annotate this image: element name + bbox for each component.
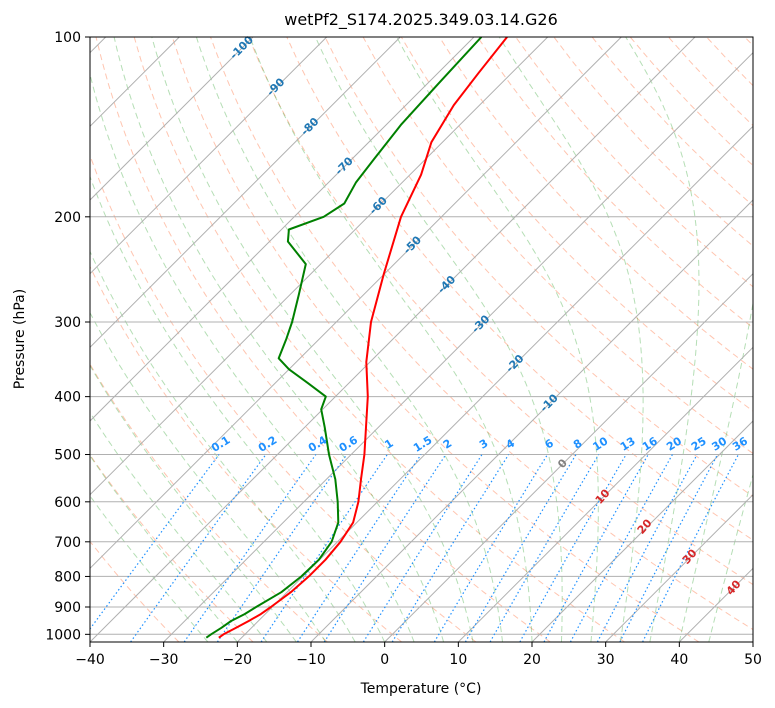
dry-adiabat <box>133 37 625 642</box>
mixing-ratio-line <box>489 454 600 642</box>
isotherm-line <box>90 37 401 349</box>
dewpoint-line <box>205 37 483 639</box>
x-tick-label: −40 <box>75 652 105 668</box>
isotherm-line <box>90 37 328 275</box>
moist-adiabat <box>90 72 415 642</box>
chart-title: wetPf2_S174.2025.349.03.14.G26 <box>284 10 558 30</box>
isotherm-line <box>384 272 753 642</box>
moist-adiabat <box>90 364 297 642</box>
isotherm-line <box>752 641 753 642</box>
x-tick-label: −10 <box>296 652 326 668</box>
x-tick-label: 20 <box>523 652 541 668</box>
y-axis-label: Pressure (hPa) <box>12 289 28 389</box>
moist-adiabat <box>314 37 563 642</box>
moist-adiabat <box>678 300 753 642</box>
mixing-ratio-line <box>216 454 348 642</box>
dry-adiabat <box>90 265 403 642</box>
moist-adiabat <box>625 37 700 642</box>
y-tick-label: 600 <box>54 495 81 511</box>
mixing-ratio-line <box>90 454 220 630</box>
axes: −40 −30 −20 −10 0 10 20 30 40 50 100 200 300 400 500 60… <box>45 30 762 668</box>
mixing-ratio-line <box>433 454 549 642</box>
moist-adiabat <box>90 250 356 642</box>
moist-adiabat <box>90 311 327 642</box>
dry-adiabat <box>438 37 753 370</box>
dry-adiabat <box>248 37 753 586</box>
y-tick-label: 400 <box>54 390 81 406</box>
y-tick-label: 800 <box>54 569 81 585</box>
moist-adiabat <box>113 37 445 642</box>
dry-adiabat <box>362 37 753 455</box>
y-tick-label: 700 <box>54 535 81 551</box>
y-tick-label: 100 <box>54 30 81 46</box>
dry-adiabat <box>477 37 753 329</box>
dry-adiabat <box>400 37 753 412</box>
dry-adiabat <box>286 37 753 541</box>
y-tick-label: 900 <box>54 600 81 616</box>
x-axis-label: Temperature (°C) <box>360 681 482 697</box>
dry-adiabat <box>210 37 753 631</box>
dry-adiabat <box>515 37 753 288</box>
y-tick-label: 200 <box>54 210 81 226</box>
x-tick-label: 40 <box>670 652 688 668</box>
mixing-ratio-line <box>183 454 317 642</box>
temperature-line <box>218 37 508 639</box>
isotherm-line <box>90 37 549 496</box>
plot-area <box>90 37 753 642</box>
mixing-ratio-line <box>569 454 673 642</box>
moist-adiabat <box>90 175 386 642</box>
y-tick-label: 1000 <box>45 627 81 643</box>
moist-adiabat <box>498 37 644 642</box>
x-tick-label: 10 <box>449 652 467 668</box>
mixing-ratio-line <box>464 454 577 642</box>
x-tick-label: 0 <box>380 652 389 668</box>
y-tick-label: 500 <box>54 448 81 464</box>
isotherm-line <box>531 420 753 642</box>
dry-adiabat <box>171 37 700 642</box>
background-lines <box>90 37 753 642</box>
moist-adiabat <box>90 495 209 642</box>
isotherm-line <box>90 37 254 201</box>
x-tick-label: −30 <box>149 652 179 668</box>
isotherm-line <box>90 37 622 570</box>
isotherm-line <box>90 37 475 422</box>
isotherm-line <box>310 199 753 642</box>
mixing-ratio-line <box>519 454 627 642</box>
moist-adiabat <box>708 472 753 642</box>
isotherm-line <box>90 37 696 642</box>
moist-adiabat <box>396 37 599 642</box>
moist-adiabat <box>151 37 474 642</box>
moist-adiabat <box>90 454 238 642</box>
isotherm-line <box>236 125 753 642</box>
dry-adiabat <box>90 153 477 642</box>
dry-adiabat <box>90 453 254 642</box>
plot-frame <box>89 36 754 643</box>
isotherm-line <box>605 493 753 642</box>
dry-adiabat <box>324 37 753 498</box>
x-tick-label: 30 <box>597 652 615 668</box>
x-tick-label: −20 <box>223 652 253 668</box>
moist-adiabat <box>90 411 268 642</box>
isotherm-line <box>457 346 753 642</box>
moist-adiabat <box>195 37 503 642</box>
mixing-ratio-line <box>596 454 698 642</box>
moist-adiabat <box>249 37 533 642</box>
mixing-ratio-line <box>296 454 422 642</box>
y-tick-label: 300 <box>54 315 81 331</box>
mixing-ratio-line <box>323 454 447 642</box>
profile-lines <box>205 37 508 639</box>
isotherm-line <box>163 51 753 642</box>
mixing-ratio-line <box>130 454 267 642</box>
x-tick-label: 50 <box>744 652 762 668</box>
dry-adiabat <box>95 37 551 642</box>
